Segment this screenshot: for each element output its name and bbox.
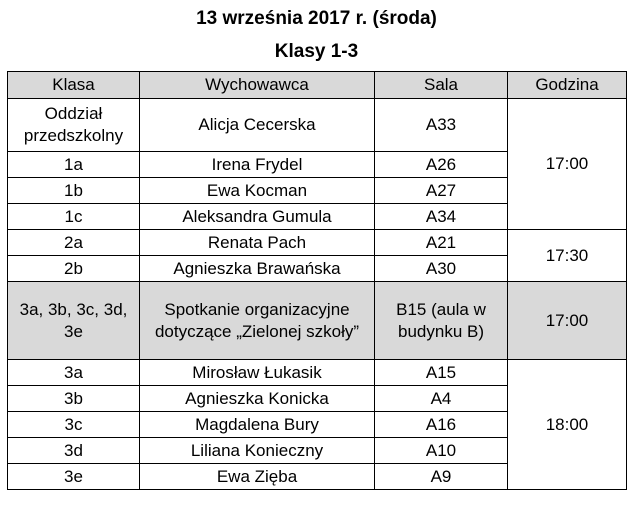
cell-wychowawca: Alicja Cecerska [139, 98, 375, 152]
cell-klasa: 3a, 3b, 3c, 3d, 3e [7, 281, 140, 360]
table-row: 3d Liliana Konieczny A10 [7, 437, 627, 464]
cell-sala: A34 [374, 203, 508, 230]
cell-wychowawca: Aleksandra Gumula [139, 203, 375, 230]
column-header-sala: Sala [374, 71, 508, 99]
column-header-wychowawca: Wychowawca [139, 71, 375, 99]
page-title: 13 września 2017 r. (środa) [196, 8, 437, 29]
cell-klasa: 2a [7, 229, 140, 256]
table-row: 3a Mirosław Łukasik A15 18:00 [7, 359, 627, 490]
cell-sala: A4 [374, 385, 508, 412]
cell-wychowawca: Agnieszka Brawańska [139, 255, 375, 282]
cell-wychowawca: Magdalena Bury [139, 411, 375, 438]
cell-klasa: 3a [7, 359, 140, 386]
cell-klasa: 1b [7, 177, 140, 204]
cell-godzina: 17:30 [507, 229, 627, 282]
table-row: 3b Agnieszka Konicka A4 [7, 385, 627, 412]
meeting-row: 3a, 3b, 3c, 3d, 3e Spotkanie organizacyj… [7, 281, 627, 360]
cell-wychowawca: Irena Frydel [139, 151, 375, 178]
cell-godzina: 17:00 [507, 281, 627, 360]
cell-klasa: Oddział przedszkolny [7, 98, 140, 152]
cell-wychowawca: Spotkanie organizacyjne dotyczące „Zielo… [139, 281, 375, 360]
cell-wychowawca: Ewa Kocman [139, 177, 375, 204]
cell-sala: A10 [374, 437, 508, 464]
cell-godzina: 18:00 [507, 359, 627, 490]
cell-sala: A15 [374, 359, 508, 386]
table-row: 3c Magdalena Bury A16 [7, 411, 627, 438]
cell-sala: A33 [374, 98, 508, 152]
table-row: 2b Agnieszka Brawańska A30 [7, 255, 627, 282]
table-row: Oddział przedszkolny Alicja Cecerska A33… [7, 98, 627, 230]
cell-klasa: 3b [7, 385, 140, 412]
cell-sala: A16 [374, 411, 508, 438]
table-row: 1b Ewa Kocman A27 [7, 177, 627, 204]
cell-sala: B15 (aula w budynku B) [374, 281, 508, 360]
cell-sala: A27 [374, 177, 508, 204]
table-header-row: Klasa Wychowawca Sala Godzina [7, 71, 627, 99]
table-row: 1a Irena Frydel A26 [7, 151, 627, 178]
schedule-table: Klasa Wychowawca Sala Godzina Oddział pr… [7, 71, 627, 490]
cell-sala: A21 [374, 229, 508, 256]
table-row: 2a Renata Pach A21 17:30 [7, 229, 627, 282]
cell-wychowawca: Liliana Konieczny [139, 437, 375, 464]
page-subtitle: Klasy 1-3 [274, 41, 359, 62]
cell-wychowawca: Ewa Zięba [139, 463, 375, 490]
table-row: 3e Ewa Zięba A9 [7, 463, 627, 490]
cell-wychowawca: Agnieszka Konicka [139, 385, 375, 412]
column-header-godzina: Godzina [507, 71, 627, 99]
cell-godzina: 17:00 [507, 98, 627, 230]
cell-wychowawca: Mirosław Łukasik [139, 359, 375, 386]
cell-klasa: 3e [7, 463, 140, 490]
table-row: 1c Aleksandra Gumula A34 [7, 203, 627, 230]
cell-klasa: 1a [7, 151, 140, 178]
cell-klasa: 1c [7, 203, 140, 230]
column-header-klasa: Klasa [7, 71, 140, 99]
cell-klasa: 3c [7, 411, 140, 438]
cell-sala: A30 [374, 255, 508, 282]
cell-klasa: 3d [7, 437, 140, 464]
cell-sala: A9 [374, 463, 508, 490]
cell-wychowawca: Renata Pach [139, 229, 375, 256]
cell-sala: A26 [374, 151, 508, 178]
cell-klasa: 2b [7, 255, 140, 282]
